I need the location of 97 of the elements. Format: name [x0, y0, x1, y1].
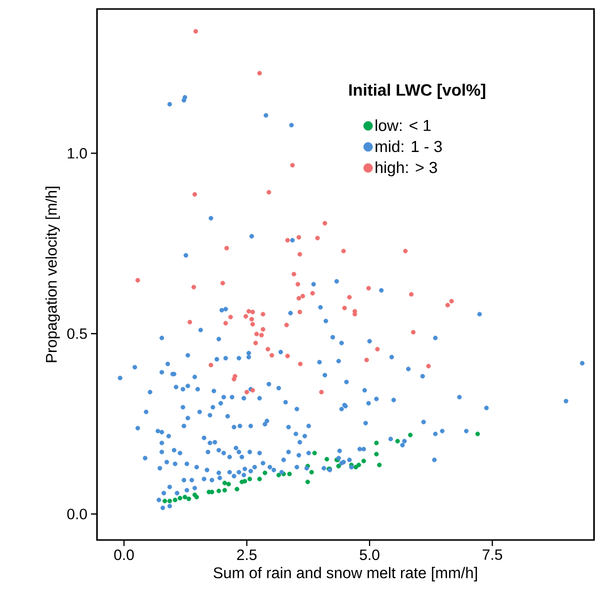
point: [192, 192, 198, 197]
point: [364, 358, 369, 362]
point: [257, 70, 262, 76]
point: [244, 314, 248, 319]
point: [257, 476, 262, 482]
point: [285, 354, 290, 358]
point: [250, 322, 255, 327]
point: [216, 488, 222, 494]
point: [287, 472, 292, 476]
point: [342, 306, 347, 310]
point: [260, 312, 266, 316]
point: [135, 278, 140, 283]
point: [178, 496, 182, 500]
point: [375, 346, 380, 352]
point: [298, 310, 302, 314]
point: [298, 252, 302, 257]
point: [374, 452, 379, 456]
point: [449, 298, 454, 304]
x-axis-title: Sum of rain and snow melt rate [mm/h]: [214, 566, 477, 582]
point: [366, 286, 371, 290]
legend-label: high: > 3: [376, 161, 437, 176]
point: [232, 376, 236, 382]
point: [223, 320, 228, 326]
point: [410, 330, 416, 335]
point: [270, 352, 274, 358]
point: [167, 498, 172, 504]
point: [249, 316, 254, 322]
point: [172, 498, 178, 502]
point: [354, 464, 358, 470]
point: [191, 284, 196, 290]
y-tick-label: 0.5: [67, 328, 87, 339]
x-tick-label: 0.0: [114, 550, 134, 560]
y-tick-label: 0.0: [67, 508, 87, 520]
point: [182, 494, 188, 500]
point: [188, 320, 192, 324]
point: [259, 332, 264, 338]
point: [193, 29, 198, 34]
point: [292, 272, 296, 276]
x-tick-label: 2.5: [237, 550, 257, 560]
point: [262, 470, 268, 476]
point: [228, 314, 233, 320]
point: [222, 488, 227, 493]
point: [361, 458, 366, 464]
point: [247, 476, 252, 482]
point: [298, 362, 303, 366]
point: [186, 496, 192, 502]
point: [242, 478, 248, 484]
point: [250, 310, 255, 314]
point: [276, 472, 282, 478]
point: [374, 440, 379, 446]
point: [312, 450, 317, 456]
point: [377, 462, 382, 468]
point: [309, 470, 314, 474]
point: [226, 482, 231, 486]
point: [408, 432, 413, 438]
point: [395, 438, 400, 444]
point: [285, 238, 290, 243]
point: [244, 390, 250, 394]
point: [266, 190, 272, 195]
point: [324, 456, 330, 462]
x-tick-label: 7.5: [482, 550, 502, 560]
legend-title: Initial LWC [vol%]: [349, 84, 486, 100]
point: [260, 327, 266, 332]
point: [296, 282, 300, 287]
point: [445, 302, 450, 308]
point: [234, 486, 240, 492]
point: [300, 294, 306, 298]
point: [319, 390, 324, 394]
x-tick-label: 5.0: [360, 550, 380, 560]
point: [284, 322, 289, 328]
point: [296, 235, 302, 240]
point: [475, 432, 480, 436]
point: [347, 294, 352, 300]
point: [162, 498, 168, 504]
legend-label: mid: 1 - 3: [376, 140, 442, 152]
y-tick-label: 1.0: [68, 148, 87, 159]
point: [220, 280, 226, 286]
point: [341, 248, 346, 254]
point: [253, 340, 258, 346]
point: [266, 346, 270, 352]
y-axis-title: Propagation velocity [m/h]: [45, 186, 60, 362]
point: [426, 364, 431, 368]
point: [246, 308, 252, 314]
point: [290, 162, 295, 168]
point: [208, 362, 214, 368]
point: [409, 292, 414, 297]
point: [310, 290, 315, 296]
legend-label: low: < 1: [376, 119, 431, 132]
point: [322, 220, 328, 226]
point: [296, 296, 302, 301]
point: [315, 236, 320, 240]
point: [222, 480, 227, 486]
point: [254, 332, 259, 336]
point: [224, 246, 229, 250]
point: [403, 248, 408, 254]
point: [305, 480, 310, 484]
point: [356, 462, 362, 468]
